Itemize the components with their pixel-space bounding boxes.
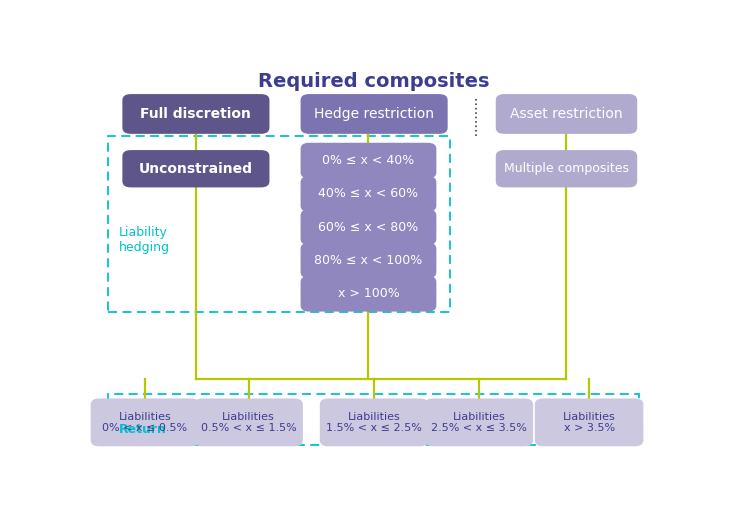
Text: Asset restriction: Asset restriction — [510, 107, 623, 121]
Text: Return: Return — [118, 423, 166, 436]
Text: Required composites: Required composites — [258, 72, 490, 91]
Text: 80% ≤ x < 100%: 80% ≤ x < 100% — [315, 254, 423, 267]
FancyBboxPatch shape — [91, 398, 199, 446]
FancyBboxPatch shape — [496, 150, 637, 188]
Text: Unconstrained: Unconstrained — [139, 162, 253, 175]
Text: Liabilities
1.5% < x ≤ 2.5%: Liabilities 1.5% < x ≤ 2.5% — [326, 412, 422, 433]
Text: Hedge restriction: Hedge restriction — [314, 107, 434, 121]
FancyBboxPatch shape — [496, 94, 637, 134]
FancyBboxPatch shape — [301, 94, 447, 134]
FancyBboxPatch shape — [301, 209, 437, 245]
FancyBboxPatch shape — [301, 242, 437, 278]
Text: x > 100%: x > 100% — [337, 287, 399, 300]
Text: 0% ≤ x < 40%: 0% ≤ x < 40% — [323, 154, 415, 167]
FancyBboxPatch shape — [123, 94, 269, 134]
FancyBboxPatch shape — [424, 398, 533, 446]
Text: Liabilities
x > 3.5%: Liabilities x > 3.5% — [563, 412, 615, 433]
Text: Full discretion: Full discretion — [140, 107, 251, 121]
Text: Liability
hedging: Liability hedging — [118, 226, 169, 254]
Text: Multiple composites: Multiple composites — [504, 162, 629, 175]
Text: Liabilities
0% < x ≤ 0.5%: Liabilities 0% < x ≤ 0.5% — [102, 412, 188, 433]
FancyBboxPatch shape — [320, 398, 429, 446]
FancyBboxPatch shape — [535, 398, 643, 446]
FancyBboxPatch shape — [123, 150, 269, 188]
Text: 40% ≤ x < 60%: 40% ≤ x < 60% — [318, 188, 418, 200]
Text: Liabilities
0.5% < x ≤ 1.5%: Liabilities 0.5% < x ≤ 1.5% — [201, 412, 296, 433]
Text: 60% ≤ x < 80%: 60% ≤ x < 80% — [318, 221, 418, 233]
Bar — [108, 394, 639, 445]
FancyBboxPatch shape — [301, 143, 437, 179]
Text: Liabilities
2.5% < x ≤ 3.5%: Liabilities 2.5% < x ≤ 3.5% — [431, 412, 527, 433]
FancyBboxPatch shape — [194, 398, 303, 446]
FancyBboxPatch shape — [301, 276, 437, 311]
Bar — [108, 136, 450, 311]
FancyBboxPatch shape — [301, 176, 437, 212]
